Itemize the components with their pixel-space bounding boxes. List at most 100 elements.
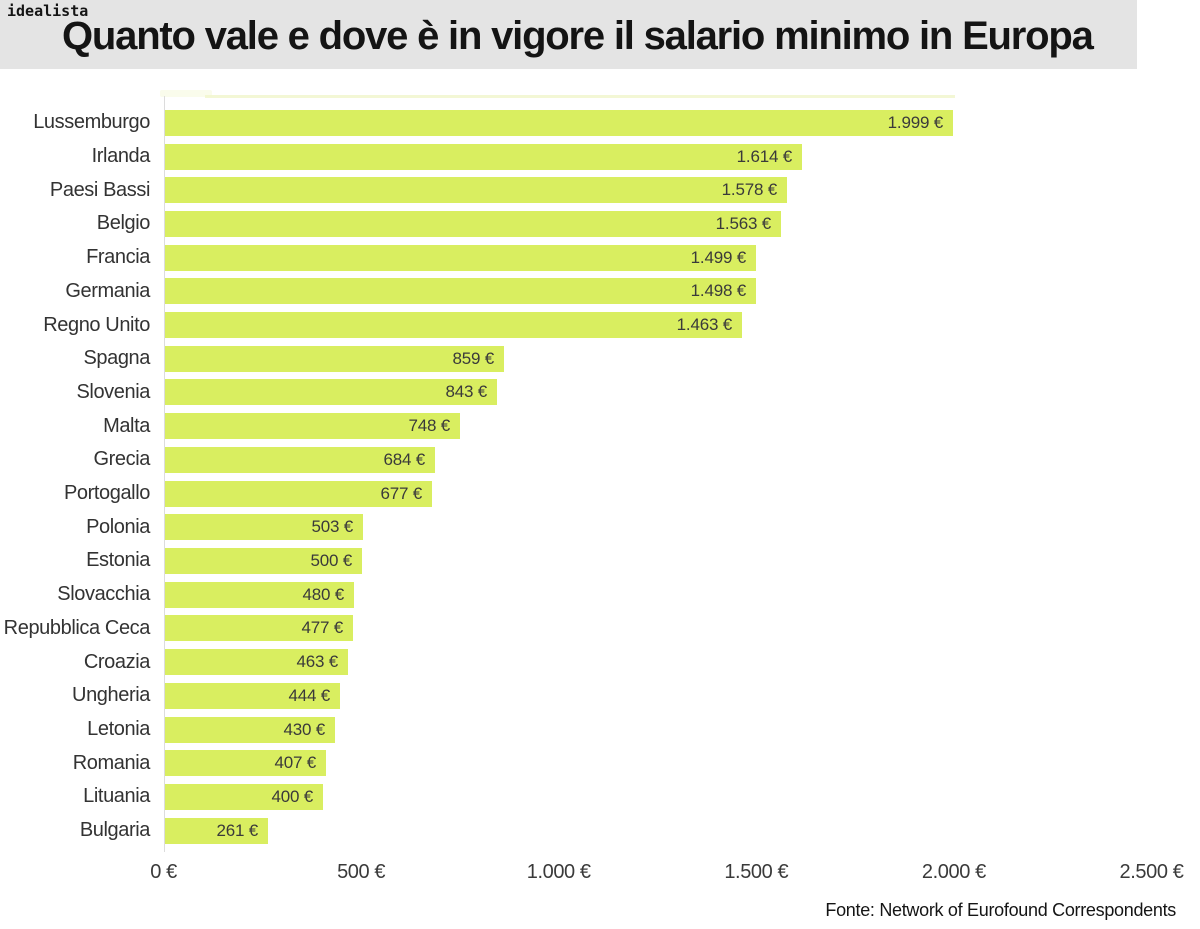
country-label: Polonia xyxy=(86,515,150,538)
bar-zone: 444 € xyxy=(150,682,1200,709)
bar: 261 € xyxy=(165,817,268,844)
bar-value: 1.999 € xyxy=(887,112,944,132)
bar-value: 1.463 € xyxy=(676,315,733,335)
bar: 444 € xyxy=(165,682,340,709)
bar-zone: 261 € xyxy=(150,817,1200,844)
country-label: Ungheria xyxy=(72,684,150,707)
country-label: Romania xyxy=(72,751,151,774)
bar: 500 € xyxy=(165,547,362,574)
bar-zone: 859 € xyxy=(150,345,1200,372)
bar: 748 € xyxy=(165,413,460,440)
bar-value: 400 € xyxy=(271,786,313,806)
bar: 477 € xyxy=(165,615,353,642)
chart-row: Paesi Bassi 1.578 € xyxy=(0,173,1200,207)
x-tick-label: 500 € xyxy=(337,861,386,883)
bar-value: 1.563 € xyxy=(715,213,772,233)
country-label: Paesi Bassi xyxy=(49,178,150,201)
bar-zone: 463 € xyxy=(150,649,1200,676)
bar-value: 463 € xyxy=(296,652,338,672)
chart-row: Repubblica Ceca 477 € xyxy=(0,612,1200,646)
bar-value: 843 € xyxy=(445,382,487,402)
country-label: Estonia xyxy=(86,549,150,572)
bar-zone: 748 € xyxy=(150,413,1200,440)
chart-row: Ungheria 444 € xyxy=(0,679,1200,713)
bar-zone: 1.498 € xyxy=(150,278,1200,305)
idealista-logo: idealista xyxy=(7,2,89,20)
bar: 1.578 € xyxy=(165,177,787,204)
country-label: Belgio xyxy=(96,212,151,235)
bar-value: 1.614 € xyxy=(736,146,793,166)
bar: 1.499 € xyxy=(165,244,756,271)
bar-value: 859 € xyxy=(452,348,494,368)
bar-zone: 1.614 € xyxy=(150,143,1200,170)
bar-zone: 1.563 € xyxy=(150,210,1200,237)
bar-value: 684 € xyxy=(383,449,425,469)
bar-zone: 1.578 € xyxy=(150,177,1200,204)
country-label: Grecia xyxy=(93,448,150,471)
chart-row: Malta 748 € xyxy=(0,409,1200,443)
bar: 677 € xyxy=(165,480,432,507)
country-label: Malta xyxy=(103,414,150,437)
country-label: Croazia xyxy=(83,650,151,673)
x-tick-label: 2.000 € xyxy=(921,861,986,883)
cropped-bar-edge xyxy=(205,95,955,98)
chart-row: Lussemburgo 1.999 € xyxy=(0,106,1200,140)
country-label: Regno Unito xyxy=(43,313,150,336)
bar: 1.999 € xyxy=(165,109,953,136)
country-label: Slovacchia xyxy=(57,583,150,606)
chart-row: Slovacchia 480 € xyxy=(0,578,1200,612)
bar: 1.498 € xyxy=(165,278,756,305)
chart-row: Belgio 1.563 € xyxy=(0,207,1200,241)
country-label: Germania xyxy=(65,279,150,302)
bar: 480 € xyxy=(165,581,354,608)
bar-zone: 400 € xyxy=(150,783,1200,810)
bar-value: 1.578 € xyxy=(721,180,778,200)
country-label: Irlanda xyxy=(91,145,151,168)
chart-row: Germania 1.498 € xyxy=(0,275,1200,309)
bar-value: 261 € xyxy=(216,820,258,840)
chart-row: Croazia 463 € xyxy=(0,645,1200,679)
chart-row: Regno Unito 1.463 € xyxy=(0,308,1200,342)
chart-row: Polonia 503 € xyxy=(0,510,1200,544)
bar: 1.563 € xyxy=(165,210,781,237)
country-label: Portogallo xyxy=(63,482,150,505)
bar-zone: 480 € xyxy=(150,581,1200,608)
chart-title: Quanto vale e dove è in vigore il salari… xyxy=(62,14,1094,58)
bar-zone: 684 € xyxy=(150,446,1200,473)
bar-value: 430 € xyxy=(283,719,325,739)
bar-zone: 500 € xyxy=(150,547,1200,574)
country-label: Lituania xyxy=(83,785,150,808)
source-credit: Fonte: Network of Eurofound Corresponden… xyxy=(825,900,1176,920)
country-label: Bulgaria xyxy=(79,819,151,842)
bar: 859 € xyxy=(165,345,504,372)
bar: 684 € xyxy=(165,446,435,473)
chart-row: Slovenia 843 € xyxy=(0,376,1200,410)
bar-value: 407 € xyxy=(274,753,316,773)
chart-row: Spagna 859 € xyxy=(0,342,1200,376)
bar-zone: 503 € xyxy=(150,514,1200,541)
bar-value: 503 € xyxy=(311,517,353,537)
country-label: Francia xyxy=(86,246,150,269)
bar: 430 € xyxy=(165,716,335,743)
bar-value: 500 € xyxy=(310,550,352,570)
chart-row: Estonia 500 € xyxy=(0,544,1200,578)
chart-row: Irlanda 1.614 € xyxy=(0,140,1200,174)
bar-value: 477 € xyxy=(301,618,343,638)
bar: 843 € xyxy=(165,379,497,406)
chart-row: Francia 1.499 € xyxy=(0,241,1200,275)
chart-row: Lituania 400 € xyxy=(0,780,1200,814)
bar-value: 677 € xyxy=(380,483,422,503)
x-tick-label: 2.500 € xyxy=(1119,861,1184,883)
bar: 503 € xyxy=(165,514,363,541)
country-label: Repubblica Ceca xyxy=(3,616,151,639)
bar-zone: 843 € xyxy=(150,379,1200,406)
bar-zone: 407 € xyxy=(150,750,1200,777)
x-tick-label: 1.000 € xyxy=(526,861,591,883)
y-axis-line xyxy=(164,96,165,852)
bar-zone: 1.463 € xyxy=(150,312,1200,339)
bar-zone: 677 € xyxy=(150,480,1200,507)
country-label: Spagna xyxy=(83,347,150,370)
chart-row: Grecia 684 € xyxy=(0,443,1200,477)
bar: 463 € xyxy=(165,649,348,676)
